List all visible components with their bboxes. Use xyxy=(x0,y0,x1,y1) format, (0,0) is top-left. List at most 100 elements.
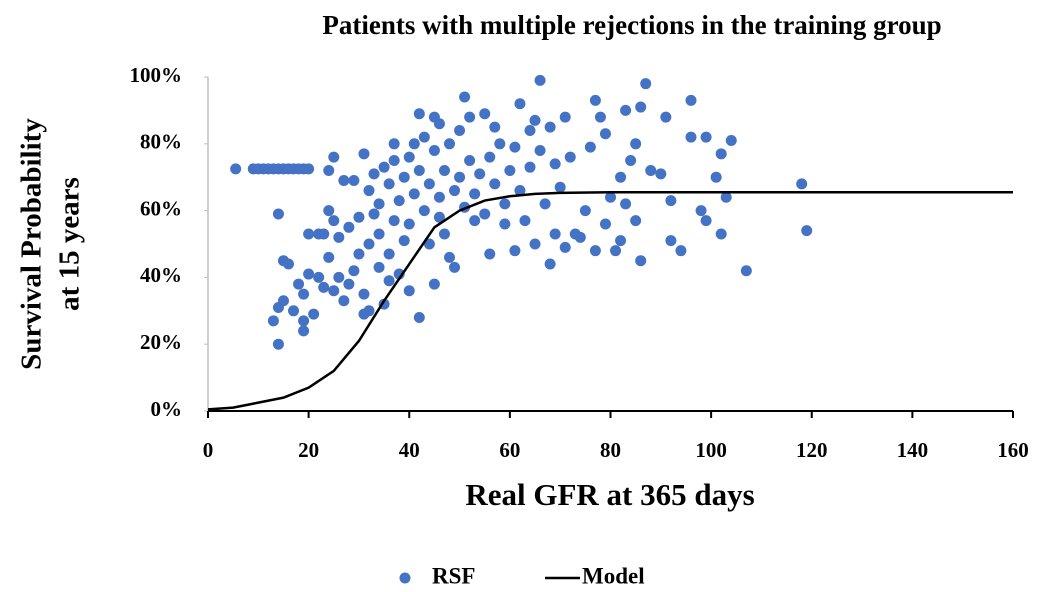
scatter-point xyxy=(388,215,400,227)
scatter-point xyxy=(373,198,385,210)
scatter-point xyxy=(464,111,476,123)
scatter-point xyxy=(353,211,365,223)
scatter-point xyxy=(700,215,712,227)
scatter-point xyxy=(363,238,375,250)
scatter-point xyxy=(519,215,531,227)
scatter-point xyxy=(348,175,360,187)
scatter-point xyxy=(529,114,541,126)
scatter-point xyxy=(715,148,727,160)
scatter-point xyxy=(615,171,627,183)
scatter-point xyxy=(499,198,511,210)
scatter-point xyxy=(323,165,335,177)
scatter-point xyxy=(363,305,375,317)
scatter-point xyxy=(433,118,445,130)
x-tick-label: 100 xyxy=(695,438,727,462)
scatter-point xyxy=(479,108,491,120)
scatter-point xyxy=(328,285,340,297)
scatter-point xyxy=(323,251,335,263)
scatter-point xyxy=(615,235,627,247)
scatter-point xyxy=(413,311,425,323)
scatter-point xyxy=(298,325,310,337)
scatter-point xyxy=(630,138,642,150)
scatter-point xyxy=(479,208,491,220)
y-axis-title: at 15 years xyxy=(54,177,86,311)
scatter-point xyxy=(454,171,466,183)
scatter-point xyxy=(383,248,395,260)
scatter-point xyxy=(423,178,435,190)
scatter-point xyxy=(288,305,300,317)
scatter-point xyxy=(544,121,556,133)
y-tick-label: 0% xyxy=(151,397,183,421)
scatter-point xyxy=(675,245,687,257)
scatter-point xyxy=(428,144,440,156)
scatter-point xyxy=(715,228,727,240)
scatter-point xyxy=(388,138,400,150)
scatter-point xyxy=(504,165,516,177)
scatter-point xyxy=(358,148,370,160)
x-tick-label: 0 xyxy=(203,438,214,462)
scatter-point xyxy=(398,235,410,247)
scatter-point xyxy=(584,141,596,153)
scatter-point xyxy=(459,91,471,103)
y-axis-title: Survival Probability xyxy=(16,118,48,370)
scatter-point xyxy=(655,168,667,180)
scatter-point xyxy=(303,228,315,240)
scatter-point xyxy=(474,168,486,180)
scatter-point xyxy=(514,185,526,197)
scatter-point xyxy=(383,178,395,190)
scatter-point xyxy=(599,128,611,140)
scatter-point xyxy=(796,178,808,190)
scatter-point xyxy=(559,241,571,253)
scatter-point xyxy=(433,211,445,223)
scatter-point xyxy=(484,248,496,260)
scatter-point xyxy=(383,275,395,287)
scatter-point xyxy=(605,191,616,203)
scatter-point xyxy=(338,175,350,187)
scatter-point xyxy=(564,151,576,163)
scatter-point xyxy=(338,295,350,307)
scatter-point xyxy=(554,181,566,193)
scatter-point xyxy=(710,171,722,183)
scatter-point xyxy=(534,144,546,156)
scatter-point xyxy=(801,225,813,237)
scatter-point xyxy=(413,165,425,177)
legend-label: RSF xyxy=(432,563,475,588)
x-tick-label: 40 xyxy=(399,438,420,462)
scatter-point xyxy=(589,245,601,257)
scatter-point xyxy=(499,218,511,230)
scatter-point xyxy=(645,165,657,177)
scatter-point xyxy=(373,228,385,240)
y-tick-label: 80% xyxy=(140,130,182,154)
x-tick-label: 60 xyxy=(499,438,520,462)
scatter-point xyxy=(363,185,375,197)
scatter-point xyxy=(444,251,455,263)
scatter-point xyxy=(464,155,476,166)
scatter-point xyxy=(589,94,601,106)
scatter-point xyxy=(438,228,450,240)
x-axis-title: Real GFR at 365 days xyxy=(465,477,754,512)
scatter-point xyxy=(408,138,420,150)
scatter-point xyxy=(303,268,315,280)
scatter-point xyxy=(313,271,325,283)
scatter-point xyxy=(725,134,737,146)
scatter-point xyxy=(358,288,370,300)
scatter-point xyxy=(454,124,466,136)
scatter-point xyxy=(559,111,571,123)
scatter-point xyxy=(635,101,647,113)
scatter-point xyxy=(333,231,345,243)
scatter-point xyxy=(549,228,561,240)
scatter-point xyxy=(408,188,420,200)
scatter-point xyxy=(230,163,242,175)
scatter-point xyxy=(620,104,632,116)
scatter-point xyxy=(640,78,652,90)
scatter-point xyxy=(323,205,335,217)
scatter-point xyxy=(524,161,536,173)
scatter-point xyxy=(277,295,289,307)
scatter-point xyxy=(635,255,647,267)
scatter-point xyxy=(433,191,445,203)
scatter-point xyxy=(343,221,355,233)
scatter-point xyxy=(509,141,521,153)
scatter-point xyxy=(549,158,561,170)
y-tick-label: 40% xyxy=(140,263,182,287)
